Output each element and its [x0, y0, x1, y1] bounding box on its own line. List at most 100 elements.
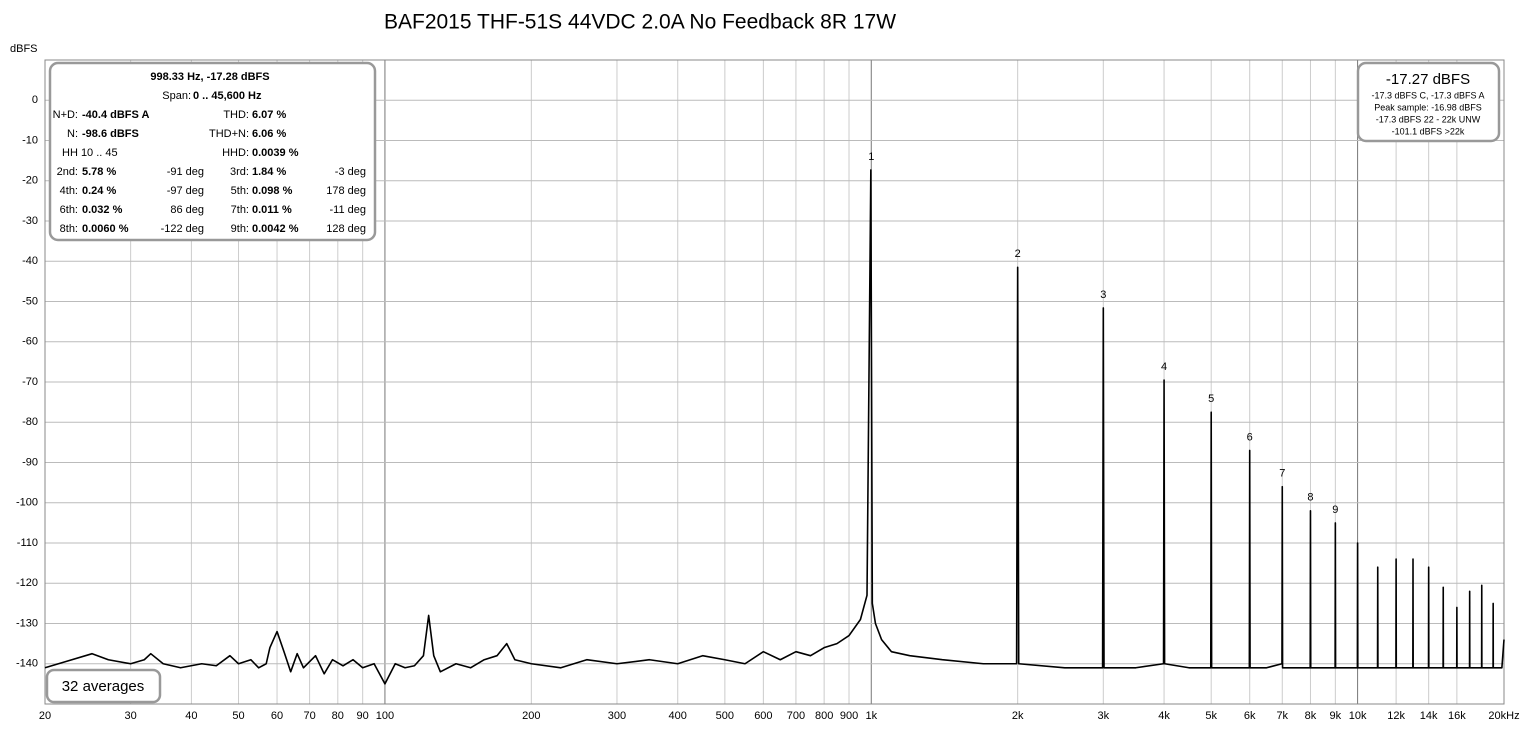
harmonic-cell: 0.0042 % — [252, 223, 299, 235]
harmonic-cell: 0.032 % — [82, 204, 123, 216]
averages-label: 32 averages — [62, 678, 145, 695]
harmonic-cell: -122 deg — [161, 223, 204, 235]
x-tick-label: 8k — [1305, 710, 1317, 722]
x-tick-label: 16k — [1448, 710, 1466, 722]
harmonic-label: 2 — [1015, 248, 1021, 260]
harmonic-cell: -91 deg — [167, 166, 204, 178]
harmonic-cell: 0.0060 % — [82, 223, 129, 235]
x-tick-label: 10k — [1349, 710, 1367, 722]
level-panel-box — [1356, 61, 1501, 143]
harmonic-cell: 178 deg — [326, 185, 366, 197]
plot-frame — [44, 59, 1505, 705]
harmonic-label: 1 — [868, 151, 874, 163]
x-tick-label: 500 — [716, 710, 734, 722]
harmonic-cell: 86 deg — [170, 204, 204, 216]
x-tick-label: 9k — [1330, 710, 1342, 722]
y-tick-label: -40 — [22, 255, 38, 267]
harmonic-cell: -11 deg — [330, 204, 367, 216]
info-value: -40.4 dBFS A — [82, 109, 149, 121]
x-tick-label: 3k — [1097, 710, 1109, 722]
harmonic-cell: 1.84 % — [252, 166, 286, 178]
x-tick-label: 800 — [815, 710, 833, 722]
y-tick-label: -70 — [22, 376, 38, 388]
harmonic-cell: 0.011 % — [252, 204, 292, 216]
x-tick-label: 2k — [1012, 710, 1024, 722]
x-tick-label: 900 — [840, 710, 858, 722]
harmonic-cell: 5.78 % — [82, 166, 116, 178]
y-tick-label: -130 — [16, 617, 38, 629]
harmonic-label: 3 — [1100, 289, 1106, 301]
x-tick-label: 1k — [865, 710, 877, 722]
info-label: Span: — [162, 90, 191, 102]
info-panel: 998.33 Hz, -17.28 dBFS Span: 0 .. 45,600… — [48, 61, 377, 242]
info-label: HHD: — [222, 147, 249, 159]
harmonic-cell: 7th: — [231, 204, 249, 216]
y-tick-label: -140 — [16, 658, 38, 670]
x-tick-label: 60 — [271, 710, 283, 722]
info-panel-box — [48, 61, 377, 242]
x-tick-label: 12k — [1387, 710, 1405, 722]
x-tick-label: 100 — [376, 710, 394, 722]
x-tick-label: 20 — [39, 710, 51, 722]
x-tick-label: 90 — [357, 710, 369, 722]
x-tick-label: 14k — [1420, 710, 1438, 722]
info-value: 6.07 % — [252, 109, 286, 121]
x-tick-label: 600 — [754, 710, 772, 722]
harmonic-label: 7 — [1279, 468, 1285, 480]
chart-title: BAF2015 THF-51S 44VDC 2.0A No Feedback 8… — [384, 11, 896, 34]
harmonic-cell: 0.098 % — [252, 185, 293, 197]
x-tick-label: 700 — [787, 710, 805, 722]
harmonic-label: 6 — [1247, 431, 1253, 443]
y-axis-label: dBFS — [10, 43, 38, 55]
harmonic-cell: 128 deg — [326, 223, 366, 235]
harmonic-label: 9 — [1332, 504, 1338, 516]
info-label: HH 10 .. 45 — [62, 147, 118, 159]
harmonic-label: 8 — [1307, 492, 1313, 504]
x-tick-label: 40 — [185, 710, 197, 722]
info-value: 6.06 % — [252, 128, 286, 140]
y-tick-label: -90 — [22, 456, 38, 468]
harmonic-cell: 4th: — [60, 185, 78, 197]
x-tick-label: 70 — [303, 710, 315, 722]
y-tick-label: -50 — [22, 295, 38, 307]
level-line: -101.1 dBFS >22k — [1392, 126, 1465, 136]
x-tick-label: 400 — [669, 710, 687, 722]
x-tick-label: 5k — [1205, 710, 1217, 722]
trace-group: 1 2 3 4 5 6 7 8 9 — [44, 151, 1505, 685]
level-line: Peak sample: -16.98 dBFS — [1374, 102, 1482, 112]
info-label: N: — [67, 128, 78, 140]
info-header: 998.33 Hz, -17.28 dBFS — [150, 71, 269, 83]
harmonic-cell: 5th: — [231, 185, 249, 197]
harmonic-cell: 8th: — [60, 223, 78, 235]
y-tick-label: -120 — [16, 577, 38, 589]
info-value: -98.6 dBFS — [82, 128, 139, 140]
y-tick-label: -110 — [17, 537, 38, 549]
level-lines: -17.3 dBFS C, -17.3 dBFS A Peak sample: -… — [1371, 90, 1484, 136]
harmonic-label: 5 — [1208, 393, 1214, 405]
y-tick-label: 0 — [32, 94, 38, 106]
x-tick-label: 4k — [1158, 710, 1170, 722]
y-tick-label: -100 — [16, 497, 38, 509]
harmonic-cell: 6th: — [60, 204, 78, 216]
harmonic-cell: -3 deg — [335, 166, 366, 178]
level-value: -17.27 dBFS — [1386, 71, 1470, 88]
x-tick-label: 300 — [608, 710, 626, 722]
x-tick-label: 6k — [1244, 710, 1256, 722]
harmonic-rows: 2nd: 5.78 % -91 deg 3rd: 1.84 % -3 deg 4th: 0.2… — [57, 166, 366, 235]
x-tick-label: 50 — [232, 710, 244, 722]
x-tick-label: 20kHz — [1488, 710, 1519, 722]
y-tick-label: -80 — [22, 416, 38, 428]
y-tick-label: -20 — [22, 175, 38, 187]
level-line: -17.3 dBFS C, -17.3 dBFS A — [1371, 90, 1484, 100]
level-panel: -17.27 dBFS -17.3 dBFS C, -17.3 dBFS A Pe… — [1356, 61, 1501, 143]
harmonic-cell: 0.24 % — [82, 185, 116, 197]
info-label: N+D: — [53, 109, 78, 121]
x-tick-label: 7k — [1276, 710, 1288, 722]
info-label: THD+N: — [209, 128, 249, 140]
y-tick-label: -10 — [22, 134, 38, 146]
x-tick-label: 200 — [522, 710, 540, 722]
harmonic-cell: 9th: — [231, 223, 249, 235]
x-tick-label: 30 — [125, 710, 137, 722]
